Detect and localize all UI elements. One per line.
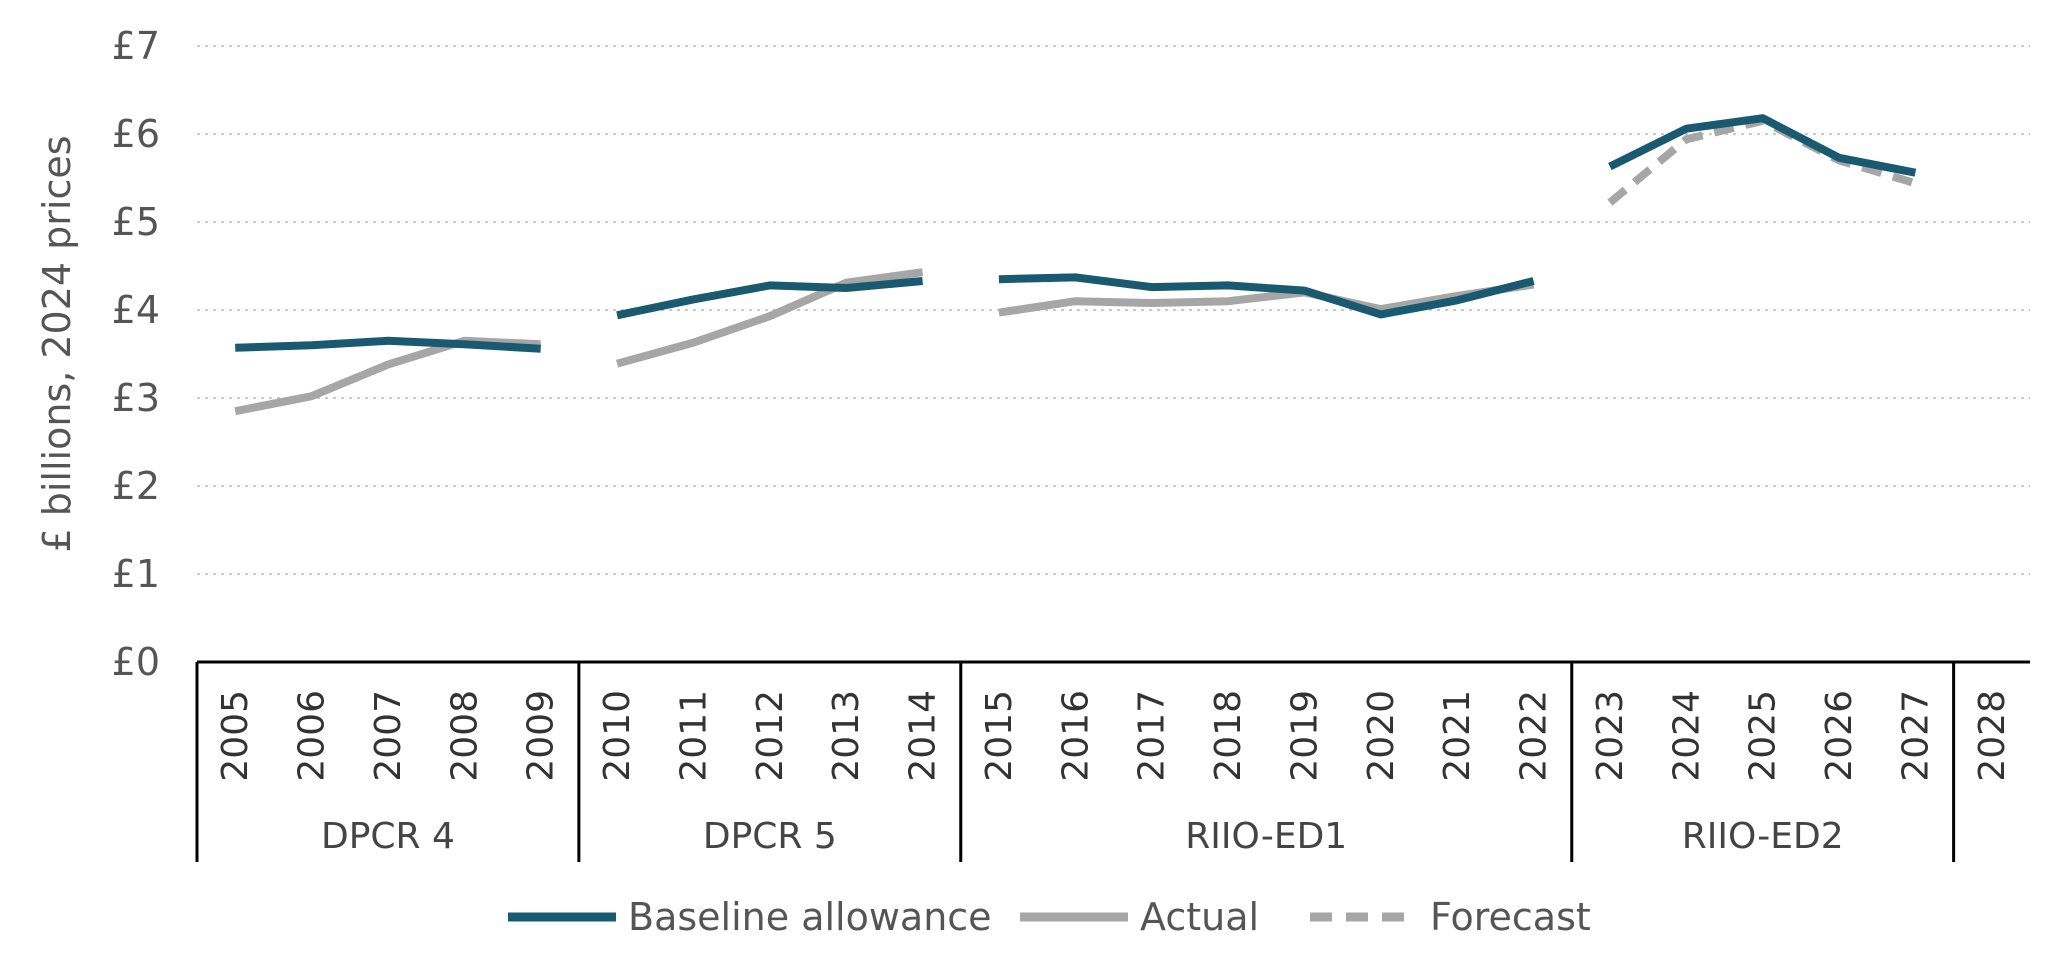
x-tick-label: 2025 <box>1743 690 1784 782</box>
x-tick-label: 2007 <box>368 690 409 782</box>
y-tick-label: £0 <box>112 640 160 684</box>
series-lines <box>234 114 1917 416</box>
x-tick-label: 2009 <box>521 690 562 782</box>
series-line-actual <box>998 280 1535 317</box>
y-tick-label: £6 <box>112 112 160 156</box>
x-tick-label: 2014 <box>903 690 944 782</box>
period-label: DPCR 5 <box>703 816 837 857</box>
x-tick-label: 2020 <box>1361 690 1402 782</box>
x-tick-label: 2016 <box>1055 690 1096 782</box>
y-tick-label: £4 <box>112 288 160 332</box>
x-tick-label: 2021 <box>1437 690 1478 782</box>
period-label: RIIO-ED2 <box>1682 816 1844 857</box>
x-tick-label: 2017 <box>1132 690 1173 782</box>
period-label: RIIO-ED1 <box>1185 816 1347 857</box>
y-tick-label: £3 <box>112 376 160 420</box>
x-tick-label: 2027 <box>1895 690 1936 782</box>
x-tick-label: 2022 <box>1514 690 1555 782</box>
series-line-baseline-allowance <box>235 336 541 353</box>
series-line-baseline-allowance <box>1608 114 1917 177</box>
legend-label: Forecast <box>1430 895 1591 939</box>
series-line-actual <box>616 268 924 368</box>
x-tick-label: 2005 <box>215 690 256 782</box>
x-tick-label: 2015 <box>979 690 1020 782</box>
period-label: DPCR 4 <box>321 816 455 857</box>
series-line-actual <box>234 336 541 416</box>
y-axis-label: £ billions, 2024 prices <box>35 135 79 552</box>
legend: Baseline allowance Actual Forecast <box>508 895 1591 939</box>
x-tick-label: 2024 <box>1666 690 1707 782</box>
x-axis: DPCR 4 DPCR 5 RIIO-ED1 RIIO-ED2 2005 2006 2007… <box>195 660 2030 862</box>
y-tick-label: £2 <box>112 464 160 508</box>
legend-label: Actual <box>1140 895 1259 939</box>
x-tick-label: 2023 <box>1590 690 1631 782</box>
y-tick-label: £1 <box>112 552 160 596</box>
x-tick-label: 2018 <box>1208 690 1249 782</box>
x-tick-label: 2028 <box>1972 690 2013 782</box>
x-tick-label: 2011 <box>673 690 714 782</box>
x-tick-label: 2026 <box>1819 690 1860 782</box>
x-tick-label: 2006 <box>292 690 333 782</box>
x-tick-label: 2010 <box>597 690 638 782</box>
y-axis: £0 £1 £2 £3 £4 £5 £6 £7 <box>112 24 160 684</box>
gridlines <box>197 45 2030 575</box>
y-tick-label: £7 <box>112 24 160 68</box>
series-line-baseline-allowance <box>998 273 1535 319</box>
x-tick-label: 2019 <box>1284 690 1325 782</box>
x-tick-label: 2013 <box>826 690 867 782</box>
series-line-baseline-allowance <box>616 277 923 320</box>
x-tick-label: 2008 <box>444 690 485 782</box>
legend-label: Baseline allowance <box>628 895 992 939</box>
y-tick-label: £5 <box>112 200 160 244</box>
x-tick-label: 2012 <box>750 690 791 782</box>
